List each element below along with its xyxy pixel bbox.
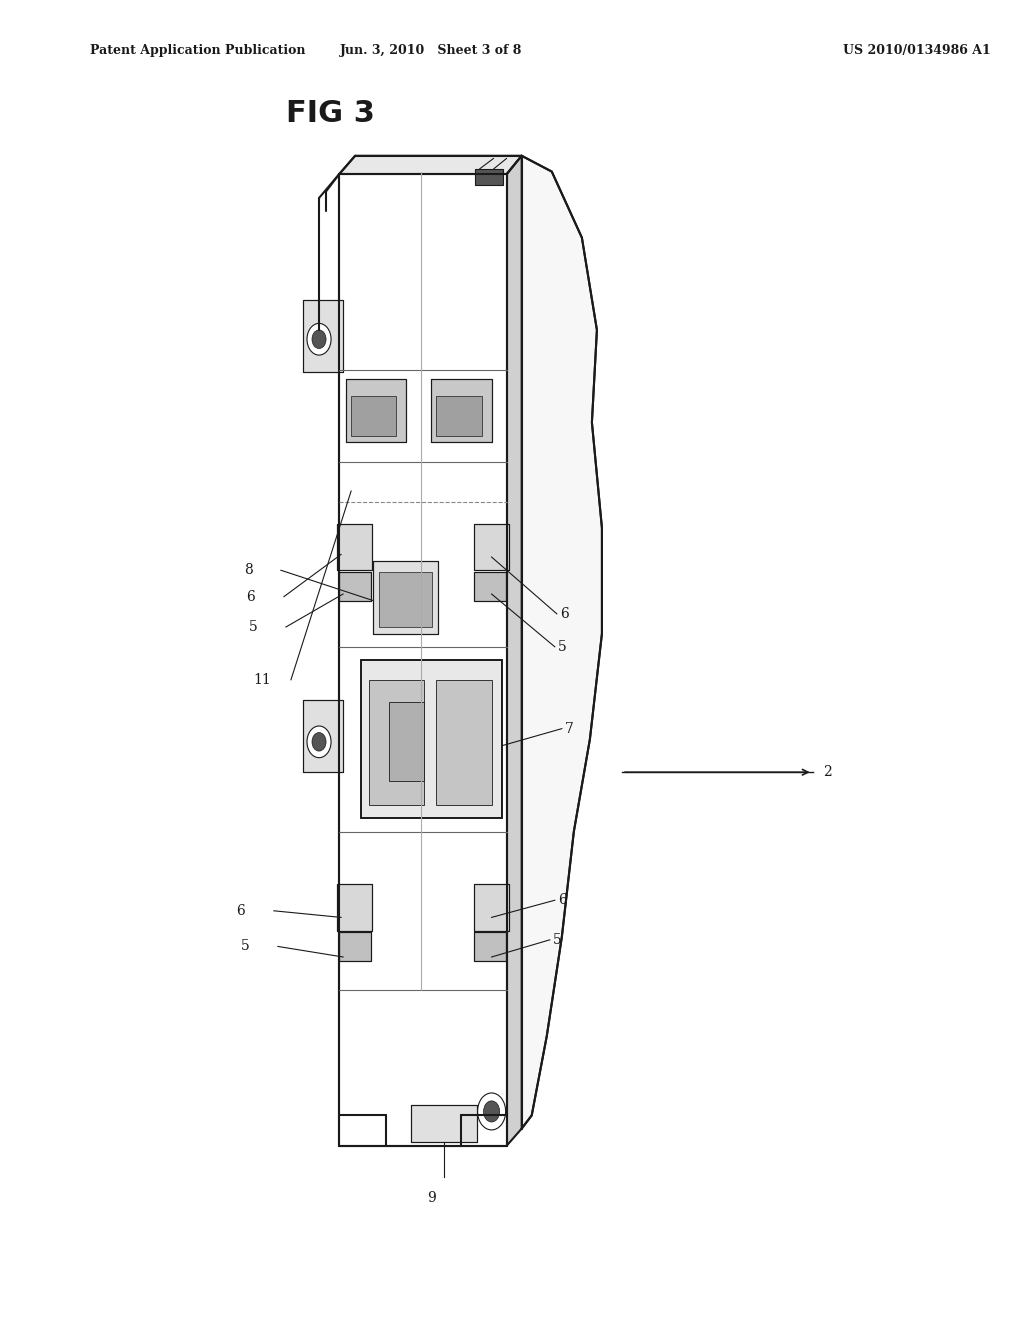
Bar <box>373 561 438 634</box>
Text: 6: 6 <box>558 894 566 907</box>
Circle shape <box>307 726 331 758</box>
Bar <box>337 884 372 931</box>
Bar <box>346 379 407 442</box>
Text: US 2010/0134986 A1: US 2010/0134986 A1 <box>843 44 990 57</box>
Bar <box>339 572 371 601</box>
Bar <box>473 572 506 601</box>
Text: FIG 3: FIG 3 <box>286 99 375 128</box>
Bar <box>339 932 371 961</box>
Bar <box>339 572 371 601</box>
Bar <box>473 572 506 601</box>
Text: 6: 6 <box>236 904 245 917</box>
Bar <box>339 932 371 961</box>
Bar <box>473 524 509 570</box>
Bar <box>337 884 372 931</box>
Text: 7: 7 <box>565 722 573 735</box>
Text: 5: 5 <box>553 933 561 946</box>
Circle shape <box>307 323 331 355</box>
Bar <box>412 1105 476 1142</box>
Bar <box>303 300 343 372</box>
Bar <box>473 524 509 570</box>
Bar <box>473 884 509 931</box>
Text: 6: 6 <box>560 607 568 620</box>
Bar <box>473 884 509 931</box>
Text: 2: 2 <box>822 766 831 779</box>
Bar <box>379 572 432 627</box>
Text: 9: 9 <box>427 1191 436 1205</box>
Bar <box>389 702 424 781</box>
Bar <box>370 680 424 805</box>
Polygon shape <box>507 156 521 1146</box>
Bar <box>431 379 492 442</box>
Bar <box>346 379 407 442</box>
Bar <box>361 660 502 818</box>
Text: 11: 11 <box>253 673 270 686</box>
Text: 8: 8 <box>244 564 253 577</box>
Bar <box>337 524 372 570</box>
Text: 6: 6 <box>246 590 255 603</box>
Bar <box>436 680 492 805</box>
Polygon shape <box>521 156 602 1129</box>
Bar <box>473 932 506 961</box>
Bar <box>473 932 506 961</box>
Circle shape <box>477 1093 506 1130</box>
Bar <box>436 396 481 436</box>
Bar <box>351 396 396 436</box>
Circle shape <box>312 330 326 348</box>
Text: 5: 5 <box>558 640 566 653</box>
Circle shape <box>483 1101 500 1122</box>
Polygon shape <box>339 174 507 1146</box>
Bar <box>303 700 343 772</box>
Bar <box>373 561 438 634</box>
Text: 5: 5 <box>249 620 258 634</box>
Polygon shape <box>339 156 521 174</box>
Bar <box>337 524 372 570</box>
Bar <box>474 169 503 185</box>
Bar <box>431 379 492 442</box>
Bar <box>361 660 502 818</box>
Circle shape <box>312 733 326 751</box>
Bar <box>303 700 343 772</box>
Bar <box>303 300 343 372</box>
Bar <box>412 1105 476 1142</box>
Text: Patent Application Publication: Patent Application Publication <box>90 44 306 57</box>
Text: Jun. 3, 2010   Sheet 3 of 8: Jun. 3, 2010 Sheet 3 of 8 <box>340 44 522 57</box>
Text: 5: 5 <box>241 940 250 953</box>
